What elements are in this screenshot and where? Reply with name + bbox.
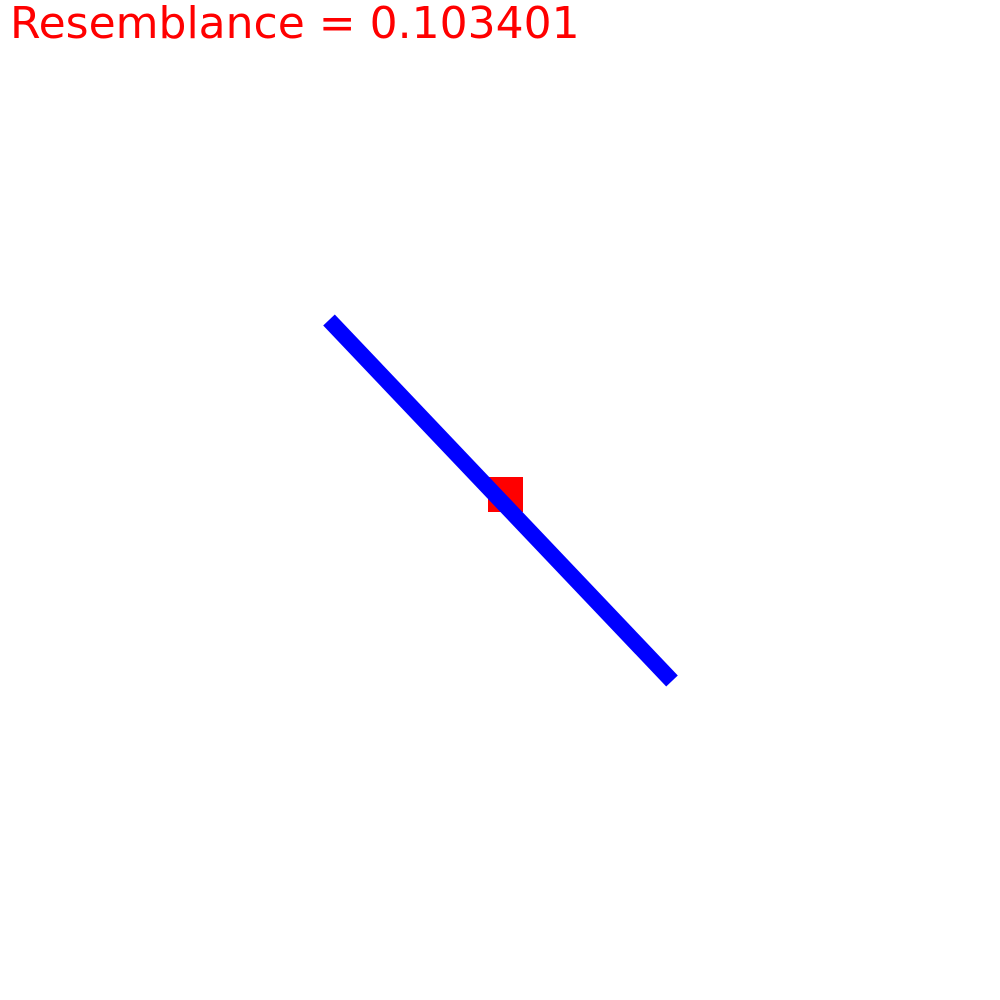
blue-line[interactable] (323, 314, 678, 687)
resemblance-separator: = (304, 0, 370, 49)
resemblance-value: 0.103401 (369, 0, 580, 49)
resemblance-label: Resemblance (10, 0, 305, 49)
resemblance-readout: Resemblance = 0.103401 (10, 0, 580, 48)
